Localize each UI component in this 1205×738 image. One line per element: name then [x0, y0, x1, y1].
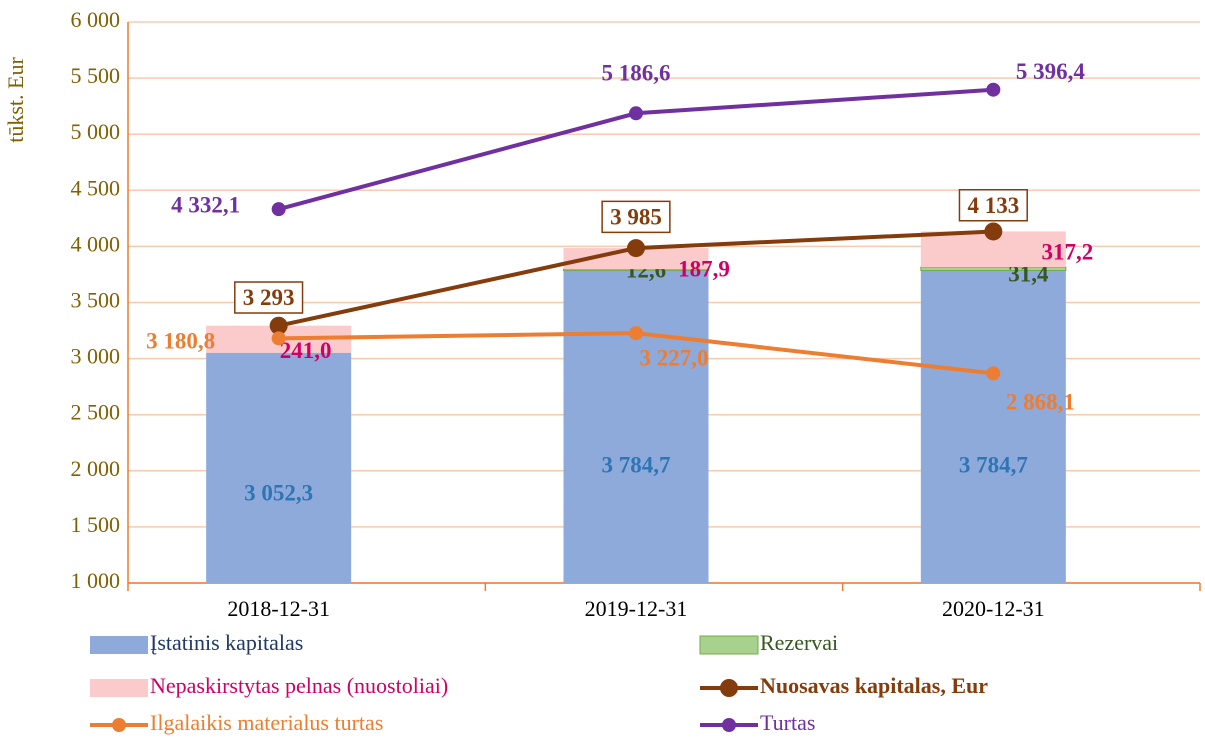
legend-swatch: [699, 635, 759, 655]
line-marker: [629, 326, 643, 341]
line-marker: [271, 331, 286, 346]
data-label: 3 180,8: [146, 329, 215, 354]
bar-segment: [563, 270, 709, 583]
label-box: [234, 281, 304, 314]
x-tick-label: 2018-12-31: [227, 596, 330, 621]
data-label: 3 985: [610, 204, 662, 229]
y-tick-label: 6 000: [71, 7, 121, 32]
line-marker: [986, 82, 1001, 97]
legend-swatch: [112, 718, 126, 732]
line-marker: [269, 316, 288, 335]
legend-label: Nepaskirstytas pelnas (nuostoliai): [150, 673, 448, 698]
legend-label: Ilgalaikis materialus turtas: [150, 710, 383, 735]
data-label: 3 227,0: [640, 345, 709, 370]
data-label: 4 332,1: [171, 192, 240, 217]
data-label: 3 052,3: [244, 480, 313, 505]
data-label: 4 133: [967, 193, 1019, 218]
legend-swatch: [90, 636, 148, 654]
y-tick-label: 1 500: [71, 512, 121, 537]
bar-segment: [563, 248, 709, 270]
y-tick-label: 5 500: [71, 63, 121, 88]
bar-segment: [920, 270, 1066, 583]
y-axis-label: tūkst. Eur: [3, 57, 28, 143]
legend-swatch: [722, 718, 736, 732]
data-label: 3 784,7: [602, 452, 671, 477]
legend-label: Rezervai: [760, 630, 838, 655]
legend-label: Nuosavas kapitalas, Eur: [760, 673, 988, 698]
legend-swatch: [720, 679, 738, 697]
y-tick-label: 3 000: [71, 344, 121, 369]
label-box: [958, 189, 1028, 222]
y-tick-label: 5 000: [71, 119, 121, 144]
line-marker: [984, 222, 1003, 241]
data-label: 3 784,7: [959, 452, 1028, 477]
data-label: 2 868,1: [1006, 390, 1075, 415]
line-marker: [271, 202, 286, 217]
y-tick-label: 4 000: [71, 231, 121, 256]
data-label: 241,0: [280, 338, 332, 363]
y-tick-label: 3 500: [71, 288, 121, 313]
y-tick-label: 4 500: [71, 175, 121, 200]
y-tick-label: 2 500: [71, 400, 121, 425]
y-tick-label: 1 000: [71, 568, 121, 593]
line-marker: [627, 239, 645, 258]
legend-label: Įstatinis kapitalas: [150, 630, 303, 655]
data-label: 187,9: [678, 256, 730, 281]
y-tick-label: 2 000: [71, 456, 121, 481]
data-label: 317,2: [1041, 240, 1093, 265]
data-label: 5 396,4: [1016, 59, 1086, 84]
line-marker: [986, 366, 1001, 381]
x-tick-label: 2020-12-31: [942, 596, 1045, 621]
line-marker: [629, 106, 643, 121]
x-tick-label: 2019-12-31: [585, 596, 688, 621]
legend-label: Turtas: [760, 710, 815, 735]
legend-swatch: [90, 679, 148, 697]
data-label: 3 293: [243, 285, 295, 310]
label-box: [601, 200, 671, 234]
bar-segment: [206, 352, 352, 583]
data-label: 5 186,6: [602, 61, 671, 86]
